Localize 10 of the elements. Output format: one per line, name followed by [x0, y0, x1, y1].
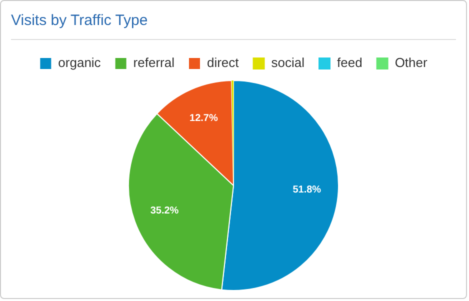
legend-label: feed	[337, 55, 362, 70]
chart-title: Visits by Traffic Type	[11, 12, 148, 29]
data-label: 35.2%	[150, 206, 179, 217]
legend-label: social	[271, 55, 305, 70]
data-label: 51.8%	[292, 184, 322, 196]
legend-label: organic	[58, 55, 102, 70]
legend-label: direct	[206, 55, 240, 70]
legend-label: referral	[133, 55, 175, 70]
data-label: 12.7%	[189, 113, 218, 124]
legend-label: Other	[394, 55, 428, 70]
